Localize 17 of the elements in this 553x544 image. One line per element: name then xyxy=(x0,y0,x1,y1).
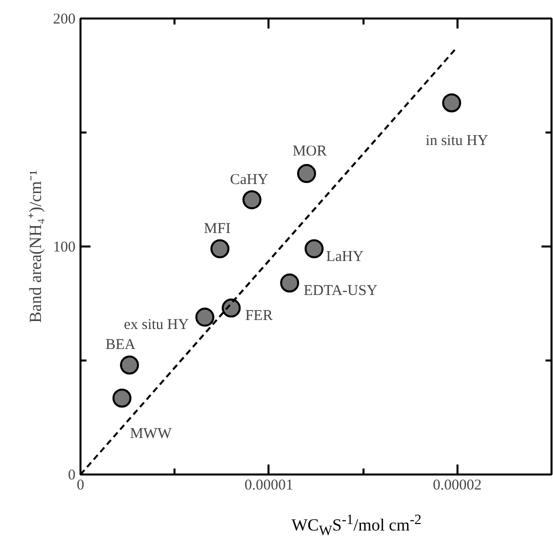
annotation: EDTA-USY xyxy=(304,282,378,299)
annotation: in situ HY xyxy=(426,132,488,149)
annotation: BEA xyxy=(105,337,136,354)
y-axis-title: Band area(NH₄⁺)/cm⁻¹ xyxy=(26,170,45,323)
y-tick-label: 200 xyxy=(53,12,76,28)
annotation: MFI xyxy=(204,220,231,237)
annotation: ex situ HY xyxy=(124,317,190,334)
x-axis-title: WC$_{W}$S$^{-1}$/mol cm$^{-2}$ xyxy=(291,511,422,542)
annotation: FER xyxy=(245,308,273,324)
annotation: CaHY xyxy=(230,172,268,188)
annotation: MOR xyxy=(292,144,327,160)
annotation: MWW xyxy=(130,426,172,442)
x-tick-label: 0.00002 xyxy=(432,478,482,494)
y-tick-label: 100 xyxy=(53,240,76,256)
annotation: LaHY xyxy=(326,248,364,265)
y-tick-label: 0 xyxy=(68,468,76,484)
x-tick-label: 0.00001 xyxy=(244,478,294,494)
